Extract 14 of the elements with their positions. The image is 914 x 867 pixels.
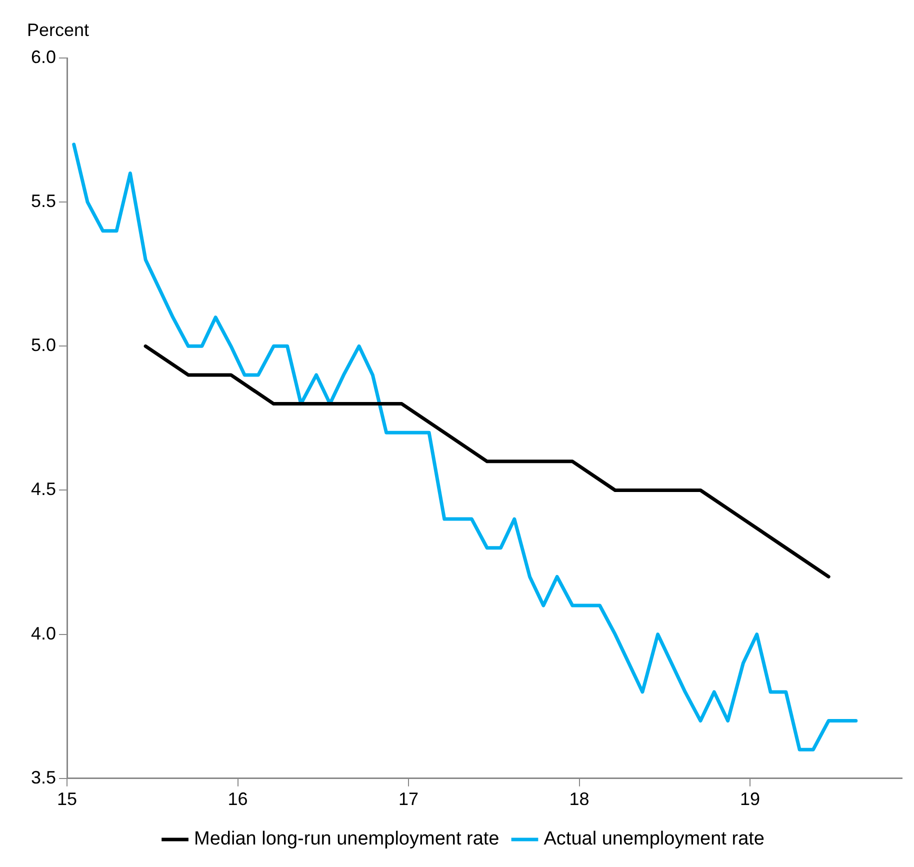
x-tick-label: 16 xyxy=(228,789,248,810)
x-tick-label: 18 xyxy=(569,789,590,810)
x-tick-label: 19 xyxy=(740,789,760,810)
y-tick-label: 4.0 xyxy=(30,623,56,644)
x-tick-label: 15 xyxy=(57,789,78,810)
y-tick-label: 3.5 xyxy=(30,767,56,788)
y-tick-label: 5.0 xyxy=(30,335,56,356)
y-tick-label: 4.5 xyxy=(30,479,56,500)
x-tick-label: 17 xyxy=(398,789,419,810)
y-tick-label: 6.0 xyxy=(30,46,56,67)
legend-label: Actual unemployment rate xyxy=(544,828,764,850)
legend-label: Median long-run unemployment rate xyxy=(194,828,500,850)
y-axis-title: Percent xyxy=(27,20,90,40)
y-tick-label: 5.5 xyxy=(30,191,56,212)
